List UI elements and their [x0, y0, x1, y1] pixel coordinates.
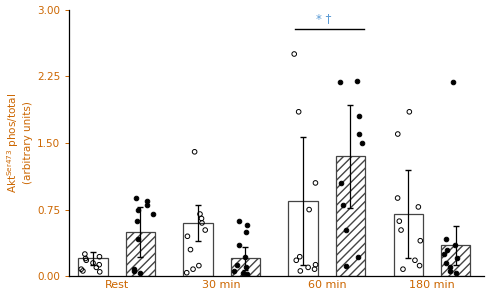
Point — [82, 258, 90, 263]
Point — [239, 270, 247, 275]
Point — [143, 203, 151, 207]
Point — [293, 258, 300, 263]
Point — [342, 263, 350, 268]
Point — [198, 221, 206, 225]
Y-axis label: Akt$^{\mathrm{Ser473}}$ phos/total
(arbitrary units): Akt$^{\mathrm{Ser473}}$ phos/total (arbi… — [5, 93, 33, 193]
Bar — [231, 258, 260, 276]
Point — [243, 272, 251, 277]
Point — [394, 132, 402, 136]
Point — [134, 207, 142, 212]
Point — [405, 110, 413, 114]
Bar — [336, 156, 365, 276]
Point — [235, 219, 243, 223]
Point — [451, 243, 459, 247]
Point — [445, 265, 453, 270]
Point — [197, 216, 205, 221]
Point — [354, 254, 362, 259]
Point — [453, 256, 461, 261]
Point — [440, 252, 447, 256]
Point — [353, 78, 361, 83]
Point — [189, 267, 197, 271]
Point — [399, 267, 407, 271]
Point — [95, 262, 103, 267]
Point — [441, 260, 449, 265]
Point — [305, 207, 313, 212]
Point — [77, 267, 85, 271]
Point — [304, 265, 312, 270]
Point — [242, 254, 249, 259]
Bar — [393, 214, 423, 276]
Point — [311, 267, 319, 271]
Bar — [441, 245, 470, 276]
Point — [416, 263, 423, 268]
Point — [411, 258, 419, 263]
Point — [93, 265, 100, 270]
Point — [294, 110, 302, 114]
Point — [183, 270, 191, 275]
Bar — [183, 223, 213, 276]
Point — [136, 270, 144, 275]
Point — [243, 229, 250, 234]
Point — [191, 149, 198, 154]
Point — [82, 256, 90, 261]
Point — [336, 80, 344, 85]
Point — [312, 262, 319, 267]
Point — [196, 212, 204, 216]
Point — [358, 141, 366, 145]
Point — [143, 198, 151, 203]
Point — [89, 260, 97, 265]
Point — [96, 254, 103, 259]
Point — [337, 181, 345, 185]
Bar — [78, 258, 108, 276]
Point — [195, 263, 203, 268]
Point — [443, 247, 451, 252]
Point — [79, 268, 87, 273]
Bar — [289, 201, 318, 276]
Point — [339, 203, 347, 207]
Point — [96, 269, 104, 274]
Point — [132, 196, 140, 200]
Point — [452, 270, 460, 275]
Point — [148, 212, 156, 216]
Point — [450, 80, 458, 85]
Point — [393, 196, 401, 200]
Bar — [125, 232, 155, 276]
Point — [416, 238, 424, 243]
Point — [290, 52, 298, 56]
Text: * †: * † — [317, 12, 332, 25]
Point — [395, 219, 403, 223]
Point — [230, 268, 238, 273]
Point — [133, 219, 141, 223]
Point — [233, 262, 241, 267]
Point — [201, 228, 209, 232]
Point — [415, 205, 422, 209]
Point — [355, 114, 363, 119]
Point — [187, 247, 195, 252]
Point — [242, 265, 250, 270]
Point — [296, 254, 304, 259]
Point — [243, 222, 250, 227]
Point — [356, 132, 364, 136]
Point — [442, 237, 450, 241]
Point — [130, 268, 138, 273]
Point — [343, 228, 350, 232]
Point — [184, 234, 192, 239]
Point — [397, 228, 405, 232]
Point — [236, 243, 244, 247]
Point — [312, 181, 319, 185]
Point — [81, 252, 89, 256]
Point — [134, 237, 142, 241]
Point — [130, 267, 138, 271]
Point — [445, 268, 453, 273]
Point — [296, 268, 304, 273]
